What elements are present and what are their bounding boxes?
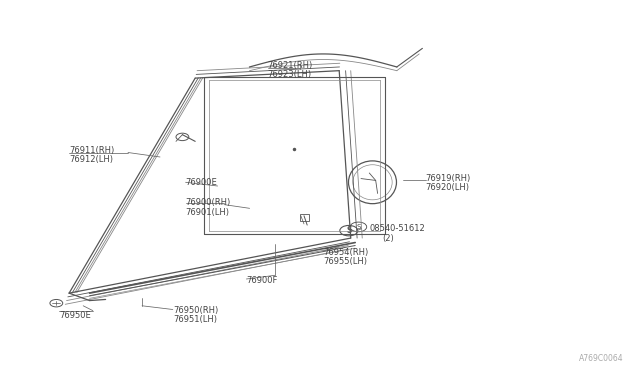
Text: 76921(RH): 76921(RH) — [268, 61, 313, 70]
Text: 76900E: 76900E — [186, 178, 218, 187]
Text: 76912(LH): 76912(LH) — [69, 155, 113, 164]
Text: S: S — [356, 224, 360, 230]
Text: 08540-51612: 08540-51612 — [370, 224, 426, 233]
Text: 76954(RH): 76954(RH) — [323, 248, 369, 257]
Text: A769C0064: A769C0064 — [579, 354, 624, 363]
Text: 76923(LH): 76923(LH) — [268, 70, 312, 79]
Text: 76950E: 76950E — [59, 311, 91, 320]
Bar — [300, 214, 309, 221]
Text: S: S — [346, 226, 351, 235]
Text: 76911(RH): 76911(RH) — [69, 146, 115, 155]
Text: 76901(LH): 76901(LH) — [186, 208, 230, 217]
Text: (2): (2) — [383, 234, 394, 243]
Text: 76900(RH): 76900(RH) — [186, 198, 231, 207]
Text: 76900F: 76900F — [246, 276, 278, 285]
Text: 76920(LH): 76920(LH) — [426, 183, 470, 192]
Text: 76919(RH): 76919(RH) — [426, 174, 471, 183]
Text: 76950(RH): 76950(RH) — [173, 306, 218, 315]
Text: 76955(LH): 76955(LH) — [323, 257, 367, 266]
Text: 76951(LH): 76951(LH) — [173, 315, 217, 324]
